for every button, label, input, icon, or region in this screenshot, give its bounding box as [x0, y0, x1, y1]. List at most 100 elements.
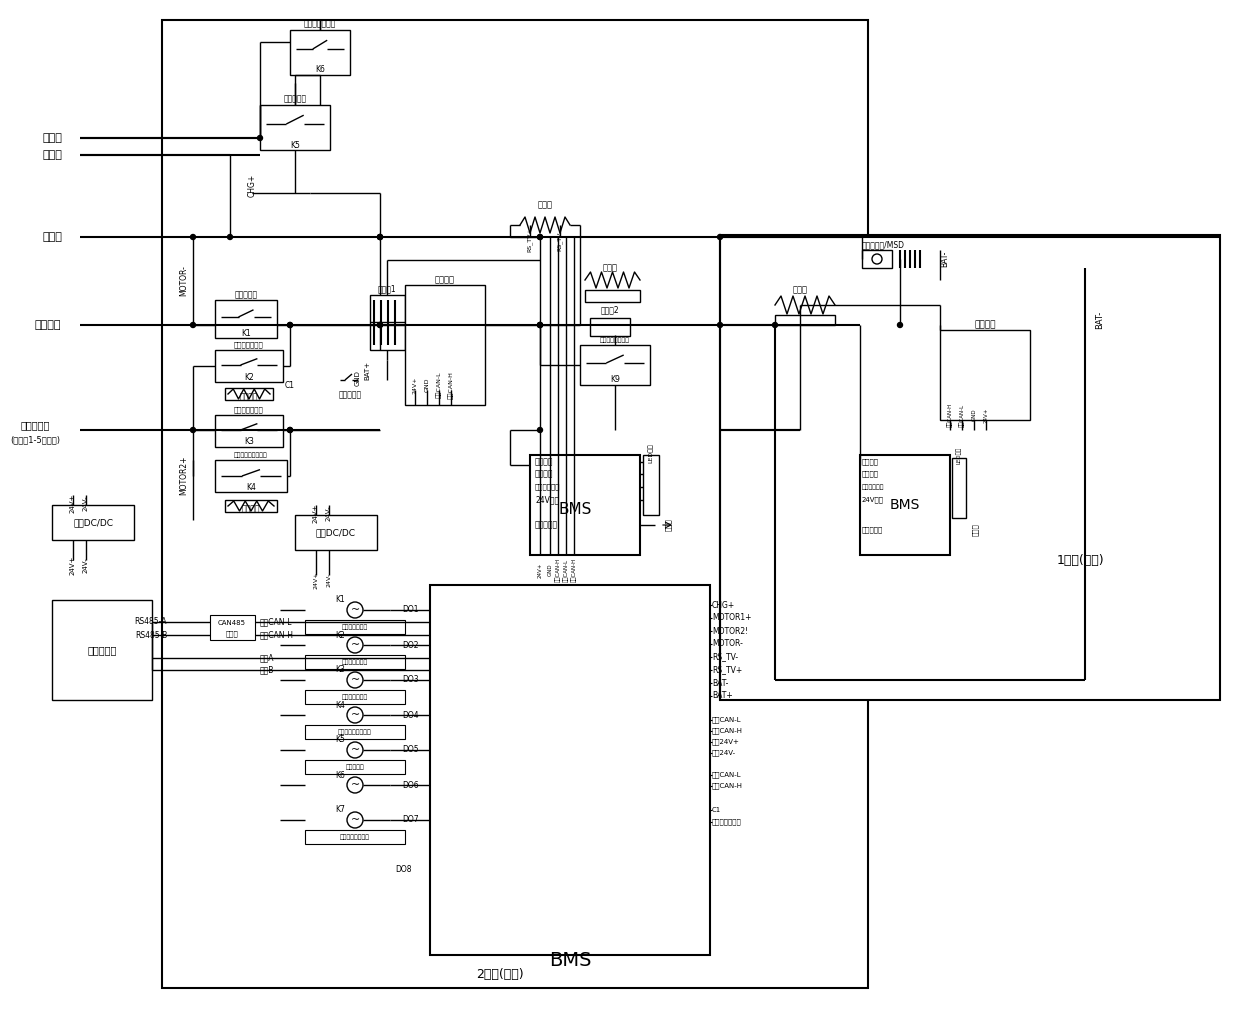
Text: 充电加热继电器: 充电加热继电器 — [304, 19, 336, 28]
Bar — [162, 20, 868, 988]
Bar — [52, 505, 134, 540]
Text: 充电正: 充电正 — [42, 133, 62, 143]
Text: 充电指示: 充电指示 — [534, 470, 553, 479]
Text: 调试24V+: 调试24V+ — [712, 738, 740, 745]
Text: 熔断器2: 熔断器2 — [600, 305, 619, 314]
Circle shape — [537, 234, 543, 239]
Text: 充电CAN-L: 充电CAN-L — [712, 772, 742, 779]
Text: MOTOR1+: MOTOR1+ — [712, 613, 751, 622]
Bar — [590, 318, 630, 336]
Text: RS_TV+: RS_TV+ — [712, 666, 743, 675]
Text: 蜂鸣告警管: 蜂鸣告警管 — [862, 526, 883, 533]
Text: C1: C1 — [285, 381, 295, 390]
Bar — [775, 315, 835, 325]
Bar — [644, 454, 658, 515]
Bar — [305, 620, 405, 634]
Text: DO7: DO7 — [402, 815, 419, 824]
Bar — [529, 454, 640, 556]
Text: 24V+: 24V+ — [537, 563, 543, 578]
Text: 1号箱(右箱): 1号箱(右箱) — [1056, 553, 1104, 567]
Text: 充电继电器: 充电继电器 — [346, 765, 365, 770]
Text: RS485-A: RS485-A — [134, 617, 167, 626]
Text: 24V-: 24V- — [326, 573, 331, 587]
Text: ~: ~ — [351, 640, 360, 650]
Bar — [861, 454, 950, 556]
Text: 24V+: 24V+ — [312, 503, 319, 523]
Circle shape — [288, 322, 293, 327]
Text: K1: K1 — [241, 328, 250, 337]
Bar — [290, 30, 350, 75]
Text: 24V+: 24V+ — [413, 377, 418, 394]
Text: 使能A: 使能A — [260, 653, 274, 663]
Text: DO2: DO2 — [402, 640, 419, 649]
Text: CAN485: CAN485 — [218, 620, 246, 626]
Text: K9: K9 — [610, 376, 620, 385]
Bar — [224, 500, 277, 512]
Text: K4: K4 — [246, 483, 255, 492]
Text: GND: GND — [424, 378, 429, 392]
Bar — [305, 760, 405, 774]
Bar — [215, 415, 283, 447]
Text: DO1: DO1 — [402, 606, 419, 614]
Text: 24V指示: 24V指示 — [534, 496, 559, 505]
Text: LED灯管: LED灯管 — [649, 443, 653, 463]
Text: 辅助输出继电器: 辅助输出继电器 — [234, 407, 264, 413]
Text: BAT+: BAT+ — [712, 692, 733, 701]
Circle shape — [191, 322, 196, 327]
Text: 24V+: 24V+ — [314, 572, 319, 589]
Text: K2: K2 — [244, 373, 254, 382]
Text: 内部CAN-L: 内部CAN-L — [436, 372, 441, 398]
Text: 调试24V-: 调试24V- — [712, 749, 737, 756]
Bar — [940, 330, 1030, 420]
Circle shape — [288, 427, 293, 432]
Bar — [295, 515, 377, 550]
Text: 预充电阻: 预充电阻 — [239, 393, 258, 402]
Text: 电池DC/DC: 电池DC/DC — [316, 528, 356, 537]
Text: BMS: BMS — [549, 950, 591, 970]
Circle shape — [377, 322, 382, 327]
Text: 蜂鸣器: 蜂鸣器 — [972, 523, 978, 536]
Circle shape — [537, 322, 543, 327]
Text: K6: K6 — [335, 771, 345, 780]
Circle shape — [377, 234, 382, 239]
Circle shape — [377, 234, 382, 239]
Bar — [305, 690, 405, 704]
Text: K2: K2 — [335, 630, 345, 639]
Text: 转换器: 转换器 — [226, 630, 238, 637]
Text: K4: K4 — [335, 701, 345, 709]
Text: 24V-: 24V- — [326, 505, 332, 521]
Bar — [580, 345, 650, 385]
Bar — [952, 458, 966, 518]
Circle shape — [191, 427, 196, 432]
Text: K5: K5 — [335, 735, 345, 744]
Text: 主正预充继电器: 主正预充继电器 — [234, 341, 264, 348]
Text: 主正预充继电器: 主正预充继电器 — [342, 660, 368, 665]
Text: K1: K1 — [335, 596, 345, 605]
Text: 分流器: 分流器 — [537, 201, 553, 209]
Text: 分励脱扣器驱动: 分励脱扣器驱动 — [712, 819, 742, 825]
Text: 24V+: 24V+ — [983, 407, 988, 423]
Text: 输出负: 输出负 — [42, 232, 62, 242]
Text: DO4: DO4 — [402, 710, 419, 719]
Bar — [52, 600, 153, 700]
Circle shape — [191, 234, 196, 239]
Text: 24V+: 24V+ — [69, 556, 76, 575]
Text: DO5: DO5 — [402, 745, 419, 754]
Text: 整车DC/DC: 整车DC/DC — [73, 518, 113, 527]
Text: 调试CAN-H: 调试CAN-H — [712, 727, 743, 734]
Text: 主动均衡: 主动均衡 — [435, 276, 455, 285]
Text: 蜂鸣器: 蜂鸣器 — [665, 518, 672, 531]
Text: ~: ~ — [351, 710, 360, 720]
Text: BAT+: BAT+ — [365, 361, 370, 380]
Circle shape — [288, 427, 293, 432]
Circle shape — [537, 322, 543, 327]
Text: 内部CAN-L: 内部CAN-L — [563, 559, 569, 582]
Text: CHG+: CHG+ — [248, 174, 257, 197]
Text: K3: K3 — [335, 666, 345, 675]
Text: 加热膜: 加热膜 — [603, 264, 618, 273]
Text: 24V-: 24V- — [83, 495, 89, 511]
Text: 分励脱扣器: 分励脱扣器 — [339, 391, 362, 400]
Text: 单芯连接器/MSD: 单芯连接器/MSD — [862, 240, 905, 249]
Text: 内部CAN-L: 内部CAN-L — [960, 403, 965, 426]
Text: 充电指示: 充电指示 — [862, 471, 879, 478]
